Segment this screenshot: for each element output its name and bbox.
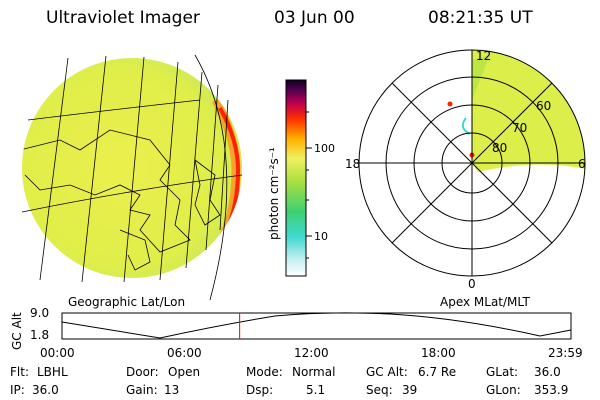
xtick-2359: 23:59 <box>548 346 583 360</box>
mlt-12-label: 12 <box>476 49 491 63</box>
gain-label: Gain: <box>126 383 158 397</box>
xtick-1200: 12:00 <box>294 346 329 360</box>
dsp-label: Dsp: <box>246 383 274 397</box>
mode-value: Normal <box>292 365 336 379</box>
altitude-plot <box>61 312 572 340</box>
xtick-1800: 18:00 <box>421 346 456 360</box>
mlat-70-label: 70 <box>512 121 527 135</box>
altitude-ymin: 1.8 <box>30 328 50 342</box>
gcalt-value: 6.7 Re <box>418 365 457 379</box>
gain-value: 13 <box>164 383 180 397</box>
mlt-0-label: 0 <box>468 277 476 291</box>
glat-label: GLat: <box>486 365 519 379</box>
flt-label: Flt: <box>10 365 29 379</box>
colorbar-unit-label: photon cm⁻²s⁻¹ <box>267 147 281 240</box>
apex-label: Apex MLat/MLT <box>440 295 530 309</box>
seq-label: Seq: <box>366 383 393 397</box>
polar-plot: 12 18 6 0 60 70 80 <box>345 49 586 291</box>
instrument-title: Ultraviolet Imager <box>46 8 200 28</box>
colorbar-tick-10: 10 <box>314 230 328 243</box>
gcalt-label: GC Alt: <box>366 365 408 379</box>
xtick-0000: 00:00 <box>40 346 75 360</box>
dsp-value: 5.1 <box>306 383 326 397</box>
colorbar: 100 10 photon cm⁻²s⁻¹ <box>267 79 335 277</box>
mode-label: Mode: <box>246 365 283 379</box>
flt-value: LBHL <box>37 365 68 379</box>
altitude-ylabel: GC Alt <box>10 312 24 350</box>
altitude-ymax: 9.0 <box>30 306 50 320</box>
glon-value: 353.9 <box>534 383 569 397</box>
date-label: 03 Jun 00 <box>274 8 355 28</box>
mlt-18-label: 18 <box>345 157 360 171</box>
time-label: 08:21:35 UT <box>428 8 533 28</box>
mlt-6-label: 6 <box>578 157 586 171</box>
earth-disk <box>21 54 243 301</box>
ip-label: IP: <box>10 383 25 397</box>
colorbar-tick-100: 100 <box>314 142 335 155</box>
door-label: Door: <box>126 365 159 379</box>
seq-value: 39 <box>402 383 418 397</box>
glat-value: 36.0 <box>534 365 561 379</box>
mlat-60-label: 60 <box>536 99 551 113</box>
altitude-curve <box>61 312 572 339</box>
ip-value: 36.0 <box>32 383 59 397</box>
mlat-80-label: 80 <box>492 141 507 155</box>
glon-label: GLon: <box>486 383 521 397</box>
geographic-label: Geographic Lat/Lon <box>68 295 186 309</box>
xtick-0600: 06:00 <box>167 346 202 360</box>
door-value: Open <box>168 365 201 379</box>
